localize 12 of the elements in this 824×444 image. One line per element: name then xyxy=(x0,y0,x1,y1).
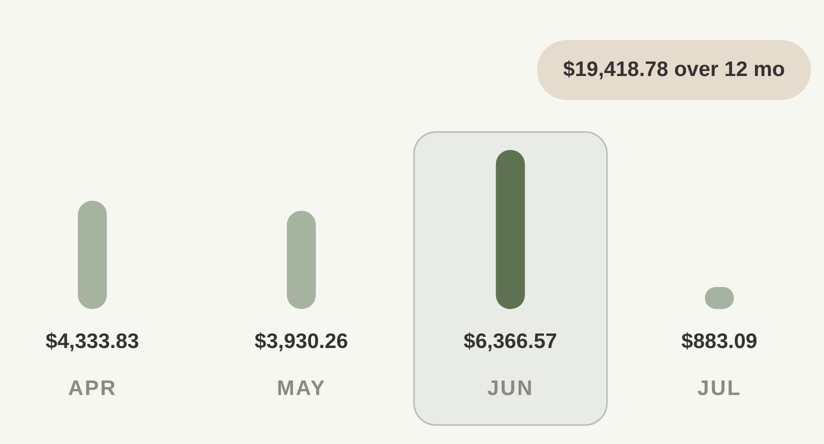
data-label: $4,333.83 xyxy=(46,330,140,353)
data-label: $3,930.26 xyxy=(254,330,348,353)
data-label: $6,366.57 xyxy=(464,330,558,353)
text: $19,418.78 over 12 mo xyxy=(537,40,811,100)
x-tick-label: JUN xyxy=(487,377,534,400)
bar xyxy=(496,150,525,309)
x-tick-label: APR xyxy=(68,377,117,400)
x-tick-label: MAY xyxy=(276,377,326,400)
bar xyxy=(286,210,316,309)
x-tick-label: JUL xyxy=(697,377,742,400)
data-label: $883.09 xyxy=(681,330,758,353)
bar xyxy=(78,200,107,309)
